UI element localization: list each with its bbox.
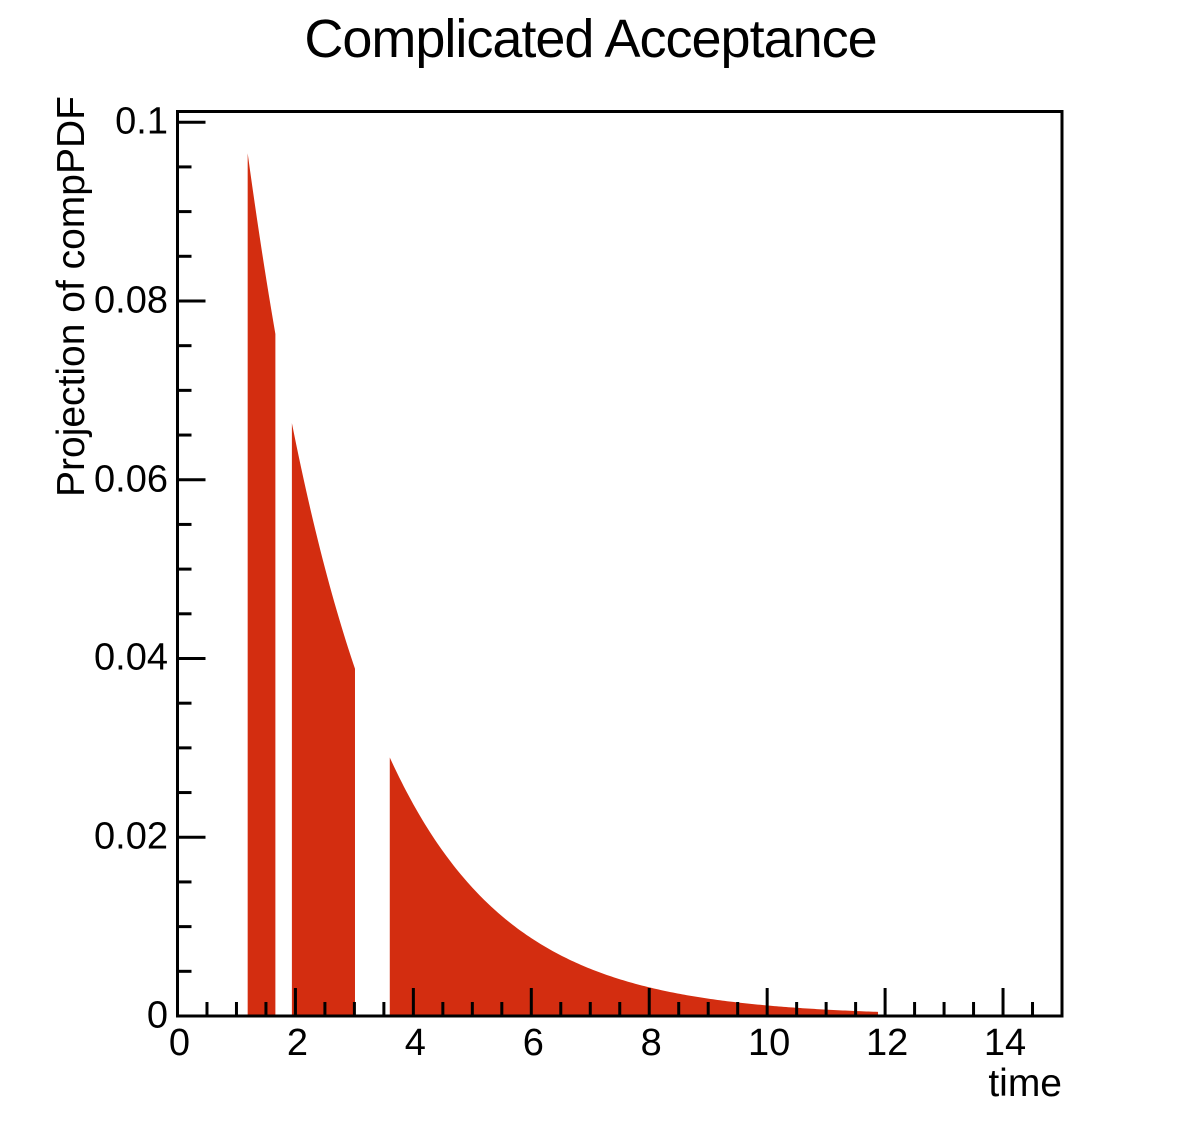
y-tick-label: 0.06 — [94, 458, 168, 501]
pdf-fill-region — [247, 153, 276, 1016]
x-tick-label: 12 — [865, 1022, 909, 1064]
y-tick-label: 0.04 — [94, 636, 168, 679]
pdf-fill-region — [291, 423, 355, 1016]
y-tick-label: 0.1 — [115, 100, 168, 143]
y-tick-label: 0.02 — [94, 815, 168, 858]
x-tick-label: 2 — [286, 1022, 308, 1064]
x-tick-label: 10 — [748, 1022, 791, 1064]
pdf-fill-region — [389, 757, 879, 1016]
chart-title: Complicated Acceptance — [304, 9, 877, 69]
x-axis-title: time — [988, 1062, 1062, 1105]
x-tick-label: 6 — [522, 1022, 544, 1064]
x-tick-label: 8 — [640, 1022, 662, 1064]
y-tick-label: 0.08 — [94, 279, 168, 322]
x-tick-label: 0 — [168, 1022, 191, 1064]
y-tick-label: 0 — [146, 994, 168, 1037]
x-tick-label: 14 — [983, 1022, 1027, 1064]
plot-frame — [176, 110, 1064, 1018]
x-tick-label: 4 — [404, 1022, 426, 1064]
